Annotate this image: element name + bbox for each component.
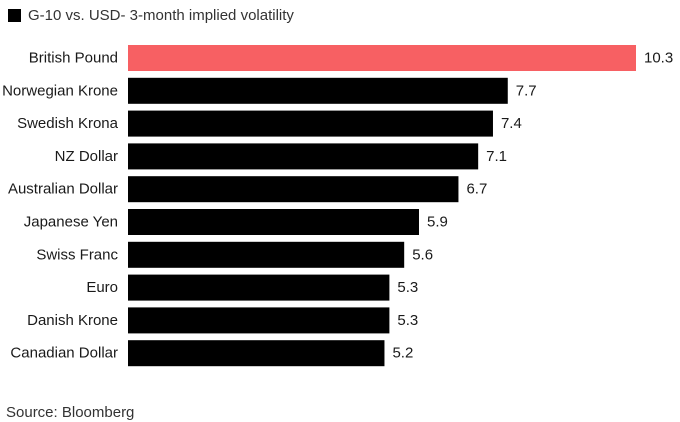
value-label: 10.3 (644, 50, 673, 67)
value-label: 5.6 (412, 246, 433, 263)
category-label: Norwegian Krone (2, 82, 118, 99)
category-label: Danish Krone (27, 312, 118, 329)
category-label: Australian Dollar (8, 181, 118, 198)
bar-euro (128, 274, 390, 301)
legend-swatch (8, 8, 21, 22)
value-label: 5.3 (397, 312, 418, 329)
value-label: 5.3 (397, 279, 418, 296)
category-label: Canadian Dollar (10, 345, 118, 362)
category-label: Euro (86, 279, 118, 296)
value-label: 6.7 (466, 181, 487, 198)
bar-canadian-dollar (128, 340, 385, 367)
bar-norwegian-krone (128, 77, 508, 104)
bar-swiss-franc (128, 241, 405, 268)
value-label: 5.9 (427, 214, 448, 231)
bar-swedish-krona (128, 110, 493, 137)
category-label: Swiss Franc (36, 246, 118, 263)
source-note: Source: Bloomberg (6, 404, 135, 421)
value-label: 7.1 (486, 148, 507, 165)
bar-australian-dollar (128, 176, 459, 203)
bar-danish-krone (128, 307, 390, 334)
bar-japanese-yen (128, 209, 419, 235)
chart-title: G-10 vs. USD- 3-month implied volatility (28, 6, 294, 24)
category-label: British Pound (29, 50, 118, 67)
bar-british-pound (128, 45, 636, 71)
chart-legend: G-10 vs. USD- 3-month implied volatility (8, 6, 294, 24)
category-label: NZ Dollar (55, 148, 118, 165)
category-label: Japanese Yen (24, 214, 118, 231)
value-label: 7.4 (501, 115, 522, 132)
value-label: 7.7 (516, 82, 537, 99)
value-label: 5.2 (392, 345, 413, 362)
bar-nz-dollar (128, 143, 479, 170)
category-label: Swedish Krona (17, 115, 119, 132)
